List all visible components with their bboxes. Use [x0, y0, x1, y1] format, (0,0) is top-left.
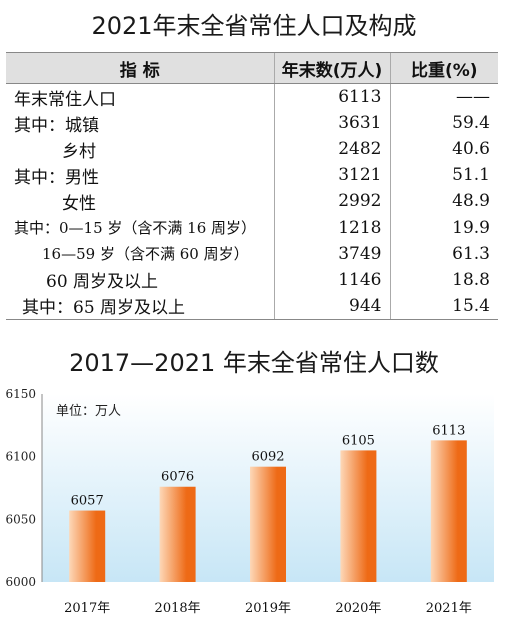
row-label: 其中：0—15 岁（含不满 16 周岁）	[14, 219, 257, 238]
row-label: 其中：城镇	[14, 115, 99, 136]
row-share: ——	[389, 83, 498, 111]
y-tick-label: 6050	[5, 512, 36, 526]
table-header-row: 指 标 年末数(万人) 比重(%)	[6, 52, 498, 84]
bar-value-label: 6105	[342, 433, 375, 448]
bar-value-label: 6113	[432, 423, 465, 438]
row-value: 2482	[273, 136, 390, 163]
table-row: 乡村 2482 40.6	[6, 136, 498, 163]
bar	[250, 466, 286, 582]
bar	[340, 450, 377, 582]
x-tick-label: 2021年	[426, 601, 472, 616]
row-share: 61.3	[389, 240, 498, 267]
table-row: 60 周岁及以上 1146 18.8	[6, 266, 498, 293]
y-tick-label: 6150	[5, 387, 36, 401]
row-share: 51.1	[389, 162, 498, 189]
row-value: 3631	[273, 110, 390, 137]
chart-title: 2017—2021 年末全省常住人口数	[69, 349, 439, 377]
row-value: 3749	[273, 240, 390, 267]
row-label: 60 周岁及以上	[46, 272, 159, 293]
row-label: 其中：男性	[14, 167, 99, 188]
row-label: 16—59 岁（含不满 60 周岁）	[42, 245, 249, 264]
population-bar-chart: 单位：万人 6000 6050 6100 6150 6057 6076 6092 6105 6…	[5, 387, 494, 616]
bar	[69, 510, 106, 582]
row-label: 乡村	[62, 141, 96, 162]
x-tick-label: 2019年	[245, 601, 291, 616]
x-tick-label: 2017年	[64, 601, 110, 616]
bar	[159, 486, 196, 582]
table-row: 年末常住人口 6113 ——	[6, 83, 498, 111]
bar	[430, 440, 467, 582]
row-value: 1146	[273, 266, 390, 293]
table-row: 其中：65 周岁及以上 944 15.4	[6, 292, 498, 320]
row-value: 2992	[273, 188, 390, 215]
y-tick-label: 6000	[5, 575, 36, 589]
unit-label: 单位：万人	[56, 404, 121, 419]
row-label: 其中：65 周岁及以上	[6, 292, 274, 320]
row-share: 19.9	[389, 214, 498, 241]
population-table: 指 标 年末数(万人) 比重(%) 年末常住人口 6113 —— 其中：城镇 3…	[6, 52, 498, 320]
y-tick-label: 6100	[5, 450, 36, 464]
header-indicator: 指 标	[6, 52, 274, 84]
table-row: 其中：城镇 3631 59.4	[6, 110, 498, 137]
header-share: 比重(%)	[389, 52, 498, 84]
bar-value-label: 6076	[161, 470, 194, 485]
table-title: 2021年末全省常住人口及构成	[91, 12, 417, 40]
table-row: 其中：男性 3121 51.1	[6, 162, 498, 189]
table-row: 16—59 岁（含不满 60 周岁） 3749 61.3	[6, 240, 498, 267]
row-share: 15.4	[389, 292, 498, 320]
row-label: 女性	[62, 193, 96, 214]
row-share: 59.4	[389, 110, 498, 137]
row-value: 1218	[273, 214, 390, 241]
bar-value-label: 6092	[251, 450, 284, 465]
table-row: 其中：0—15 岁（含不满 16 周岁） 1218 19.9	[6, 214, 498, 241]
row-label: 年末常住人口	[14, 89, 116, 110]
header-year-end-count: 年末数(万人)	[273, 52, 390, 84]
row-share: 48.9	[389, 188, 498, 215]
row-share: 18.8	[389, 266, 498, 293]
x-tick-label: 2018年	[155, 601, 201, 616]
row-share: 40.6	[389, 136, 498, 163]
row-value: 944	[273, 292, 390, 320]
x-tick-label: 2020年	[335, 601, 381, 616]
table-row: 女性 2992 48.9	[6, 188, 498, 215]
row-value: 6113	[273, 83, 390, 111]
bar-value-label: 6057	[71, 494, 104, 509]
row-value: 3121	[273, 162, 390, 189]
